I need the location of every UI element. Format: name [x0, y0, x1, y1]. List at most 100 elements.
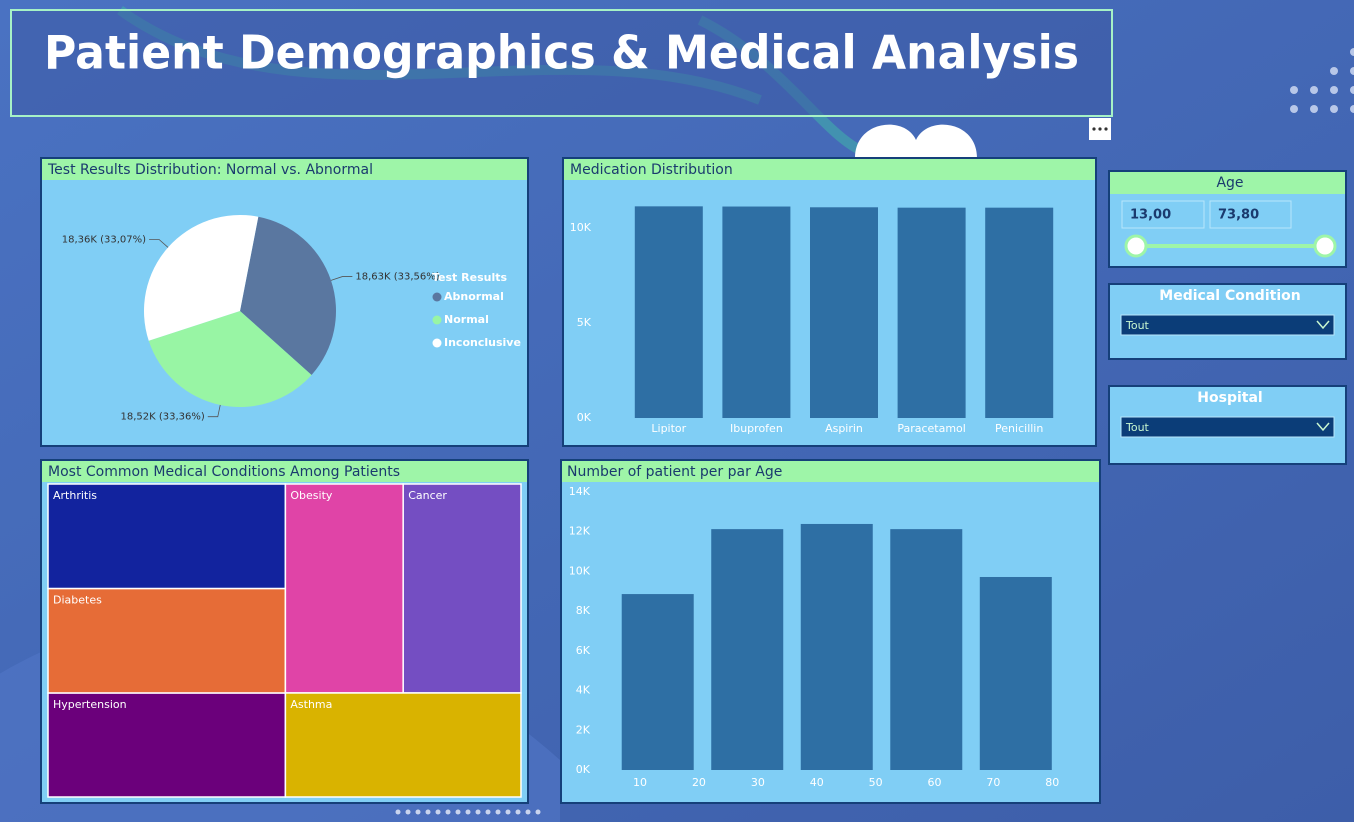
age-max-input[interactable] [1209, 200, 1292, 229]
leader-line [330, 276, 353, 281]
x-tick-label: Ibuprofen [730, 422, 783, 435]
x-tick-label: 30 [751, 776, 765, 789]
chart-title: Number of patient per par Age [567, 464, 782, 480]
chart-title: Most Common Medical Conditions Among Pat… [48, 464, 400, 480]
dropdown-chevron [1316, 422, 1330, 432]
dot [425, 809, 431, 815]
dot [1330, 67, 1338, 75]
bar [890, 529, 963, 770]
legend-marker [432, 315, 442, 325]
chart-header [42, 461, 527, 482]
dot [1350, 105, 1354, 113]
treemap-tile [284, 692, 522, 798]
dot [1310, 105, 1318, 113]
legend-marker [432, 338, 442, 348]
dot [495, 809, 501, 815]
age-max-value: 73,80 [1218, 208, 1259, 223]
x-tick-label: 60 [928, 776, 942, 789]
x-tick-label: Paracetamol [897, 422, 966, 435]
dot [455, 809, 461, 815]
dot [1310, 86, 1318, 94]
x-tick-label: 50 [869, 776, 883, 789]
chart-header [42, 159, 527, 180]
legend-label: Abnormal [444, 290, 504, 303]
dot [1290, 105, 1298, 113]
bar [621, 594, 694, 770]
treemap-tile [402, 483, 522, 694]
more-options-icon [1092, 127, 1108, 131]
dropdown[interactable] [1120, 416, 1335, 438]
dot [465, 809, 471, 815]
data-label: 18,63K (33,56%) [355, 272, 439, 283]
pie-slice [240, 216, 337, 376]
header-box [10, 9, 1113, 117]
legend-label: Inconclusive [444, 336, 521, 349]
slicer-header [1110, 172, 1345, 194]
bar [722, 206, 791, 418]
dot [445, 809, 451, 815]
x-tick-label: 20 [692, 776, 706, 789]
chart-header [562, 461, 1099, 482]
dot [435, 809, 441, 815]
dot [475, 809, 481, 815]
age-slider-handle[interactable] [1124, 234, 1148, 258]
dropdown-value: Tout [1125, 319, 1150, 332]
slicer-title: Hospital [1197, 390, 1262, 406]
dot [515, 809, 521, 815]
pie-slice [143, 214, 259, 341]
treemap-tile [47, 692, 287, 798]
y-tick-label: 0K [576, 763, 591, 776]
dropdown[interactable] [1120, 314, 1335, 336]
tile-label: Arthritis [53, 489, 97, 502]
bar [810, 207, 878, 418]
data-label: 18,52K (33,36%) [120, 412, 204, 423]
dot [535, 809, 541, 815]
y-tick-label: 0K [577, 411, 592, 424]
bar [985, 207, 1054, 418]
bar [634, 206, 703, 418]
y-tick-label: 14K [569, 485, 591, 498]
age-min-value: 13,00 [1130, 208, 1171, 223]
x-tick-label: 80 [1045, 776, 1059, 789]
decoration-cloud [855, 124, 977, 158]
dot [525, 809, 531, 815]
dropdown-value: Tout [1125, 421, 1150, 434]
leader-line [207, 404, 221, 418]
y-tick-label: 10K [570, 221, 592, 234]
tile-label: Cancer [408, 489, 447, 502]
pie-slice [148, 311, 312, 408]
data-label: 18,36K (33,07%) [62, 234, 146, 245]
leader-line [149, 239, 169, 248]
dot [1350, 48, 1354, 56]
x-tick-label: 70 [986, 776, 1000, 789]
dot [395, 809, 401, 815]
x-tick-label: Lipitor [651, 422, 686, 435]
tile-label: Diabetes [53, 594, 102, 607]
decoration-dots [395, 48, 1354, 815]
dot [485, 809, 491, 815]
bar [897, 207, 966, 418]
y-tick-label: 10K [569, 564, 591, 577]
tile-label: Obesity [290, 489, 333, 502]
dot [505, 809, 511, 815]
x-tick-label: Aspirin [825, 422, 863, 435]
treemap-tile [284, 483, 404, 694]
x-tick-label: 40 [810, 776, 824, 789]
x-tick-label: Penicillin [995, 422, 1043, 435]
y-tick-label: 8K [576, 604, 591, 617]
treemap-tile [47, 483, 287, 590]
age-min-input[interactable] [1121, 200, 1205, 229]
chart-title: Medication Distribution [570, 162, 733, 178]
age-slider-handle[interactable] [1313, 234, 1337, 258]
legend-marker [432, 292, 442, 302]
tile-label: Hypertension [53, 698, 127, 711]
dot [1330, 105, 1338, 113]
y-tick-label: 4K [576, 684, 591, 697]
tile-label: Asthma [290, 698, 332, 711]
dot [1290, 86, 1298, 94]
slicer-title: Age [1216, 175, 1243, 191]
legend-title: Test Results [432, 271, 507, 284]
dot [1350, 67, 1354, 75]
